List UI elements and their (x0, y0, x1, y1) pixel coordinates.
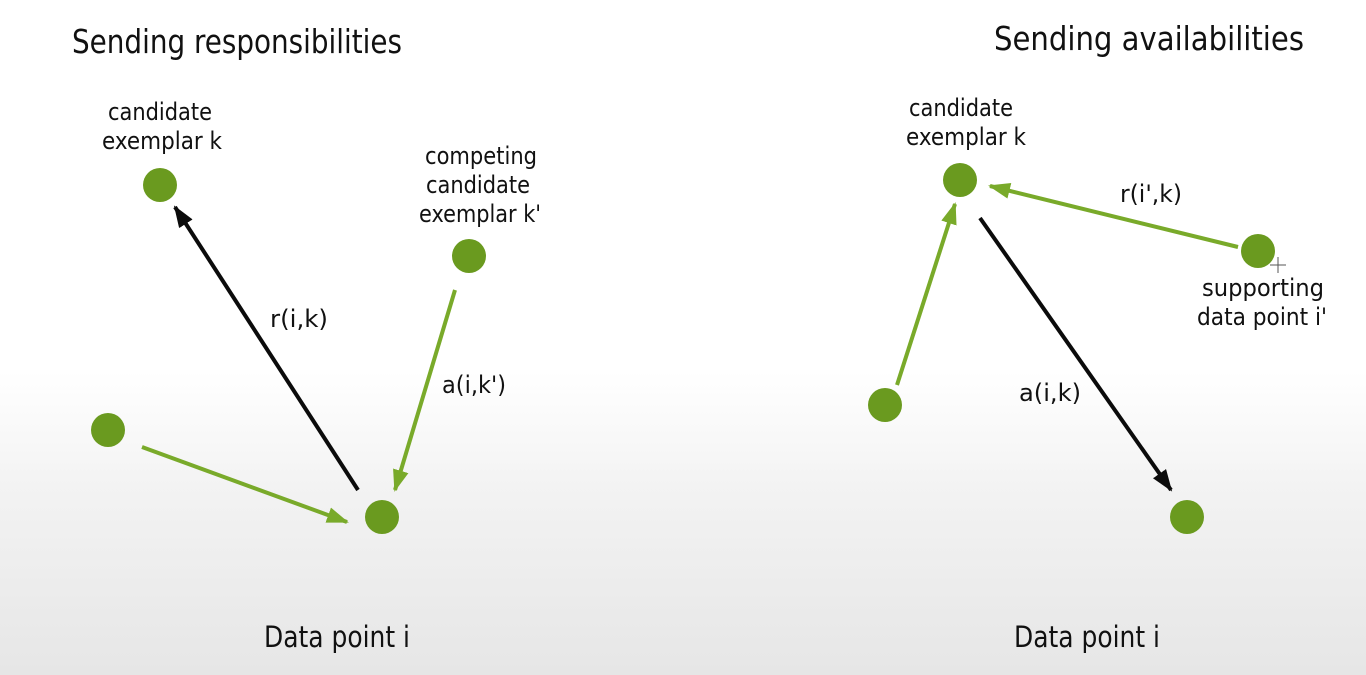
left-candidate-label-line1: candidate (108, 98, 212, 126)
left-availability-arrow (393, 289, 457, 492)
right-candidate-label-line2: exemplar k (906, 123, 1026, 151)
right-candidate-label-line1: candidate (909, 94, 1013, 122)
left-competing-label-line2: candidate (426, 171, 530, 199)
left-data-point-label: Data point i (264, 620, 410, 654)
right-responsibility-label: r(i',k) (1120, 180, 1182, 208)
left-candidate-exemplar-node (143, 168, 177, 202)
right-data-point-node (1170, 500, 1204, 534)
left-data-point-node (365, 500, 399, 534)
left-title: Sending responsibilities (72, 22, 402, 61)
crosshair-cursor-icon (1270, 257, 1286, 273)
right-candidate-exemplar-node (943, 163, 977, 197)
left-competing-label-line1: competing (425, 142, 537, 170)
right-supporting-label-line2: data point i' (1197, 303, 1327, 331)
right-neighbor-arrow (895, 202, 957, 386)
right-supporting-label-line1: supporting (1202, 274, 1324, 302)
right-availability-arrow (978, 216, 1173, 492)
right-responsibility-arrow (988, 183, 1239, 249)
left-competing-label-line3: exemplar k' (419, 200, 541, 228)
left-neighbor-arrow (141, 445, 349, 524)
right-supporting-node (1241, 234, 1275, 268)
right-availability-label: a(i,k) (1019, 379, 1081, 407)
right-title: Sending availabilities (994, 19, 1304, 58)
left-candidate-label-line2: exemplar k (102, 127, 222, 155)
left-competing-exemplar-node (452, 239, 486, 273)
left-availability-label: a(i,k') (442, 371, 506, 399)
right-data-point-label: Data point i (1014, 620, 1160, 654)
left-responsibility-label: r(i,k) (270, 305, 328, 333)
left-responsibility-arrow (173, 205, 360, 492)
left-neighbor-node (91, 413, 125, 447)
left-panel: Sending responsibilities candidate exemp… (72, 22, 541, 654)
right-neighbor-node (868, 388, 902, 422)
right-panel: Sending availabilities candidate exempla… (868, 19, 1327, 654)
